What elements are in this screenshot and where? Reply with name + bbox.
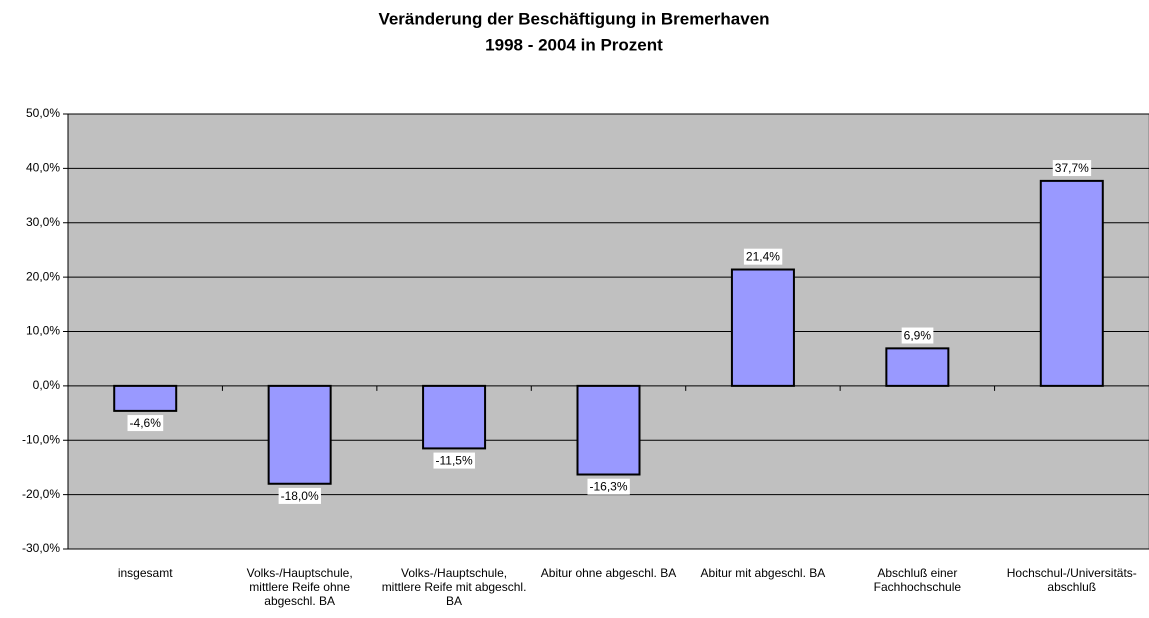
chart-title: Veränderung der Beschäftigung in Bremerh… bbox=[378, 9, 769, 28]
bar bbox=[422, 384, 487, 450]
data-label-bg bbox=[127, 415, 164, 432]
data-label-bg bbox=[433, 452, 475, 469]
data-label: -18,0% bbox=[281, 489, 319, 503]
data-label-bg bbox=[1052, 160, 1092, 177]
x-tick-label: Hochschul-/Universitäts-abschluß bbox=[1006, 566, 1137, 594]
data-label-bg bbox=[278, 487, 321, 504]
x-tick-label: Abschluß einer Fachhochschule bbox=[873, 566, 962, 594]
data-label: -11,5% bbox=[436, 454, 473, 468]
x-tick-label: Abitur ohne abgeschl. BA bbox=[540, 566, 677, 580]
x-tick-label: insgesamt bbox=[117, 566, 173, 580]
y-tick-label: 0,0% bbox=[33, 378, 61, 392]
bar bbox=[267, 384, 332, 485]
x-tick-label: Abitur mit abgeschl. BA bbox=[700, 566, 826, 580]
bar bbox=[113, 384, 178, 412]
data-label-bg bbox=[901, 327, 934, 344]
data-label: 6,9% bbox=[904, 329, 932, 343]
y-tick-label: 10,0% bbox=[26, 324, 60, 338]
y-tick-label: 40,0% bbox=[26, 161, 60, 175]
bar bbox=[730, 268, 795, 387]
data-label-bg bbox=[587, 478, 630, 495]
y-tick-label: 30,0% bbox=[26, 215, 60, 229]
data-label: 37,7% bbox=[1055, 161, 1089, 175]
chart-subtitle: 1998 - 2004 in Prozent bbox=[485, 35, 663, 54]
data-label: 21,4% bbox=[746, 250, 780, 264]
data-label: -16,3% bbox=[589, 480, 627, 494]
data-label: -4,6% bbox=[130, 416, 162, 430]
x-tick-label: Volks-/Hauptschule, mittlere Reife ohne … bbox=[246, 566, 353, 608]
bar bbox=[1039, 179, 1104, 387]
y-tick-label: 20,0% bbox=[26, 269, 60, 283]
bar bbox=[576, 384, 641, 476]
data-label-bg bbox=[743, 248, 783, 265]
y-tick-label: 50,0% bbox=[26, 106, 60, 120]
y-tick-label: -10,0% bbox=[22, 432, 60, 446]
y-tick-label: -30,0% bbox=[22, 541, 60, 555]
y-tick-label: -20,0% bbox=[22, 487, 60, 501]
x-tick-label: Volks-/Hauptschule, mittlere Reife mit a… bbox=[381, 566, 527, 608]
bar bbox=[885, 347, 950, 387]
